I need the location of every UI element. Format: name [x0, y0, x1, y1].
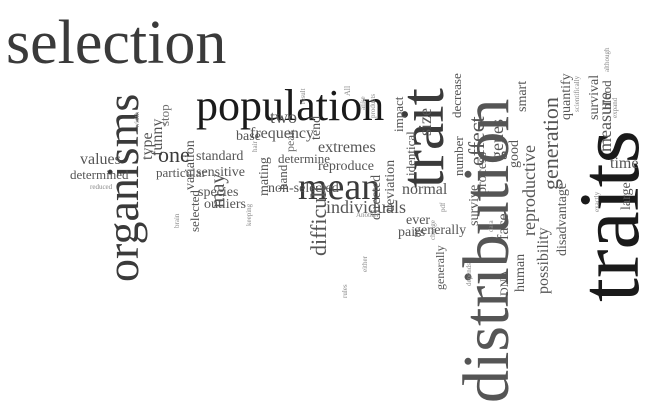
- word-either: either: [361, 256, 369, 272]
- word-decrease: decrease: [449, 73, 464, 118]
- word-non-selected: non-selected: [268, 181, 339, 196]
- word-good: good: [507, 140, 522, 168]
- word-ever: ever: [406, 213, 431, 228]
- word-reduced: reduced: [90, 183, 113, 191]
- word-data: data: [487, 220, 495, 232]
- word-human: human: [513, 253, 528, 292]
- word-generally: generally: [433, 245, 447, 290]
- word-sensitive: sensitive: [196, 165, 245, 180]
- word-another: Another: [356, 211, 379, 219]
- word-survive: survive: [467, 184, 482, 226]
- word-individuals: individuals: [326, 197, 406, 217]
- word-type: type: [139, 132, 156, 160]
- word-possibility: possibility: [535, 227, 552, 294]
- word-width: width: [133, 112, 141, 128]
- word-two: two: [270, 107, 297, 127]
- word-population: population: [196, 81, 385, 130]
- word-identical: identical: [403, 131, 418, 176]
- word-pairs: pairs: [398, 225, 426, 240]
- word-number: number: [451, 136, 466, 176]
- word-DNA: DNA: [497, 270, 511, 296]
- word-brain: brain: [173, 213, 181, 228]
- word-traits: traits: [561, 130, 657, 302]
- word-all: All: [343, 85, 352, 96]
- word-hair: hair: [251, 141, 259, 152]
- word-disadvantage: disadvantage: [555, 182, 570, 256]
- word-standard: standard: [196, 149, 244, 164]
- word-size: size: [415, 108, 435, 136]
- word-products: products: [369, 93, 377, 118]
- word-stop: stop: [157, 104, 172, 126]
- word-result: result: [299, 88, 307, 104]
- word-pdf: pdf: [439, 202, 447, 212]
- word-determined: determined: [70, 167, 129, 182]
- word-alike: alike: [359, 96, 367, 110]
- word-depends: depends: [465, 263, 473, 286]
- word-rules: rules: [341, 284, 349, 298]
- word-keeping: keeping: [245, 203, 253, 226]
- word-expand: expand: [611, 97, 619, 118]
- word-values: values: [80, 151, 121, 168]
- word-particular: particular: [156, 165, 206, 180]
- word-one: one: [158, 142, 190, 167]
- word-mean: mean: [298, 166, 381, 208]
- word-change: change: [429, 220, 437, 240]
- word-impact: impact: [391, 96, 406, 132]
- word-extremes: extremes: [318, 139, 376, 156]
- word-scientifically: scientifically: [573, 75, 581, 112]
- word-although: although: [603, 47, 611, 73]
- word-exactly: exactly: [593, 191, 601, 212]
- word-quantify: quantify: [559, 73, 574, 120]
- word-base: base: [236, 129, 261, 144]
- word-generally-h: generally: [414, 223, 467, 238]
- word-determine: determine: [278, 151, 330, 166]
- word-frequency: frequency: [250, 125, 314, 142]
- word-selection: selection: [6, 9, 227, 77]
- word-face: face: [495, 213, 512, 240]
- word-time: time: [610, 155, 639, 172]
- word-reproduce: reproduce: [318, 159, 374, 174]
- word-smart: smart: [515, 80, 530, 112]
- word-reproductive: reproductive: [519, 145, 539, 236]
- word-outliers: outliers: [204, 197, 246, 212]
- word-species: species: [198, 185, 239, 200]
- word-large: large: [619, 182, 634, 210]
- word-normal: normal: [402, 181, 448, 198]
- word-genes: genes: [487, 119, 507, 160]
